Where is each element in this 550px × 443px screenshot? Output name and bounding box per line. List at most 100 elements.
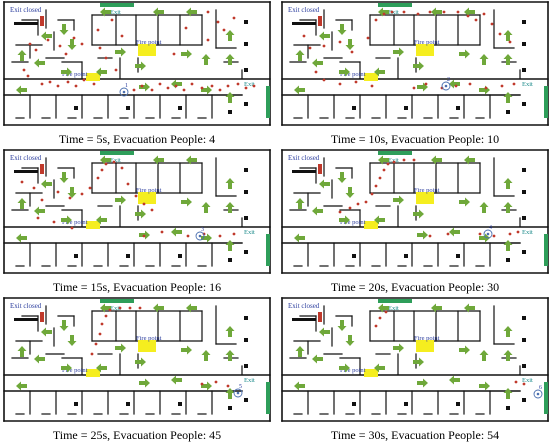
arrow-icon bbox=[294, 381, 305, 391]
person-dot-icon bbox=[28, 42, 32, 46]
arrow-icon bbox=[464, 155, 475, 165]
arrow-icon bbox=[312, 354, 323, 364]
person-dot-icon bbox=[134, 194, 138, 198]
person-dot-icon bbox=[232, 16, 236, 20]
arrow-icon bbox=[135, 61, 146, 71]
person-dot-icon bbox=[210, 84, 214, 88]
exit-closed-label: Exit closed bbox=[10, 154, 42, 162]
person-dot-icon bbox=[384, 310, 388, 314]
person-dot-icon bbox=[370, 84, 374, 88]
wall bbox=[14, 170, 38, 173]
floor-plan: Exit closed Exit Exit Fire point Fire point 2 bbox=[281, 1, 549, 126]
arrow-icon bbox=[135, 357, 146, 367]
arrow-icon bbox=[503, 350, 513, 361]
person-dot-icon bbox=[478, 232, 482, 236]
arrow-icon bbox=[186, 7, 197, 17]
exit-bar-icon bbox=[378, 151, 412, 155]
arrow-icon bbox=[464, 7, 475, 17]
exit-closed-icon bbox=[318, 312, 322, 322]
arrow-icon bbox=[449, 227, 460, 237]
arrow-icon bbox=[115, 47, 126, 57]
arrow-icon bbox=[393, 47, 404, 57]
arrow-icon bbox=[96, 67, 107, 77]
exit-bar-icon bbox=[544, 382, 548, 414]
person-dot-icon bbox=[390, 10, 394, 14]
arrow-icon bbox=[59, 320, 69, 331]
marker-number: 2 bbox=[447, 77, 450, 83]
person-dot-icon bbox=[98, 46, 102, 50]
arrow-icon bbox=[225, 326, 235, 337]
simulation-panel: Exit closed Exit Exit Fire point Fire point 6… bbox=[280, 296, 550, 442]
pillar bbox=[126, 106, 130, 110]
person-dot-icon bbox=[392, 160, 396, 164]
arrow-icon bbox=[67, 39, 77, 50]
person-dot-icon bbox=[158, 82, 162, 86]
person-dot-icon bbox=[100, 322, 104, 326]
arrow-icon bbox=[417, 378, 428, 388]
arrow-icon bbox=[135, 209, 146, 219]
arrow-icon bbox=[378, 303, 389, 313]
person-dot-icon bbox=[214, 380, 218, 384]
pillar bbox=[244, 20, 248, 24]
person-dot-icon bbox=[490, 22, 494, 26]
exit-bar-icon bbox=[378, 3, 412, 7]
exit-bar-icon bbox=[378, 299, 412, 303]
arrow-icon bbox=[339, 215, 350, 225]
arrow-icon bbox=[294, 233, 305, 243]
person-dot-icon bbox=[56, 190, 60, 194]
marker-circle-icon bbox=[233, 388, 243, 398]
pillar bbox=[244, 364, 248, 368]
pillar bbox=[126, 254, 130, 258]
arrow-icon bbox=[374, 67, 385, 77]
person-dot-icon bbox=[120, 34, 124, 38]
floor-plan: Exit closed Exit Exit Fire point Fire point 4 bbox=[281, 149, 549, 274]
arrow-icon bbox=[100, 7, 111, 17]
arrow-icon bbox=[503, 388, 513, 399]
person-dot-icon bbox=[338, 40, 342, 44]
arrow-icon bbox=[503, 202, 513, 213]
person-dot-icon bbox=[226, 384, 230, 388]
person-dot-icon bbox=[56, 84, 60, 88]
person-dot-icon bbox=[244, 86, 248, 90]
person-dot-icon bbox=[402, 158, 406, 162]
person-dot-icon bbox=[190, 82, 194, 86]
person-dot-icon bbox=[184, 26, 188, 30]
arrow-icon bbox=[59, 172, 69, 183]
person-dot-icon bbox=[512, 82, 516, 86]
person-dot-icon bbox=[338, 82, 342, 86]
simulation-panel: Exit closed Exit Exit Fire point Fire point 4… bbox=[280, 148, 550, 294]
marker-dot bbox=[122, 90, 126, 94]
person-dot-icon bbox=[112, 160, 116, 164]
exit-bar-icon bbox=[266, 234, 270, 266]
person-dot-icon bbox=[454, 84, 458, 88]
panel-caption: Time = 25s, Evacuation People: 45 bbox=[52, 428, 222, 442]
person-dot-icon bbox=[374, 184, 378, 188]
arrow-icon bbox=[201, 381, 212, 391]
arrow-icon bbox=[171, 227, 182, 237]
exit-closed-icon bbox=[318, 164, 322, 174]
person-dot-icon bbox=[58, 44, 62, 48]
marker-dot bbox=[444, 84, 448, 88]
arrow-icon bbox=[295, 346, 305, 357]
person-dot-icon bbox=[186, 234, 190, 238]
fire-point-label: Fire point bbox=[414, 335, 440, 342]
fire-zone-icon bbox=[364, 73, 378, 81]
arrow-icon bbox=[459, 345, 470, 355]
person-dot-icon bbox=[182, 88, 186, 92]
person-dot-icon bbox=[80, 42, 84, 46]
person-dot-icon bbox=[150, 208, 154, 212]
arrow-icon bbox=[225, 178, 235, 189]
person-dot-icon bbox=[82, 78, 86, 82]
person-dot-icon bbox=[232, 232, 236, 236]
wall bbox=[292, 318, 316, 321]
person-dot-icon bbox=[522, 382, 526, 386]
arrow-icon bbox=[413, 61, 424, 71]
panel-caption: Time = 5s, Evacuation People: 4 bbox=[58, 132, 216, 146]
arrow-icon bbox=[459, 49, 470, 59]
arrow-icon bbox=[17, 198, 27, 209]
person-dot-icon bbox=[446, 232, 450, 236]
pillar bbox=[456, 254, 460, 258]
arrow-icon bbox=[100, 303, 111, 313]
person-dot-icon bbox=[416, 12, 420, 16]
